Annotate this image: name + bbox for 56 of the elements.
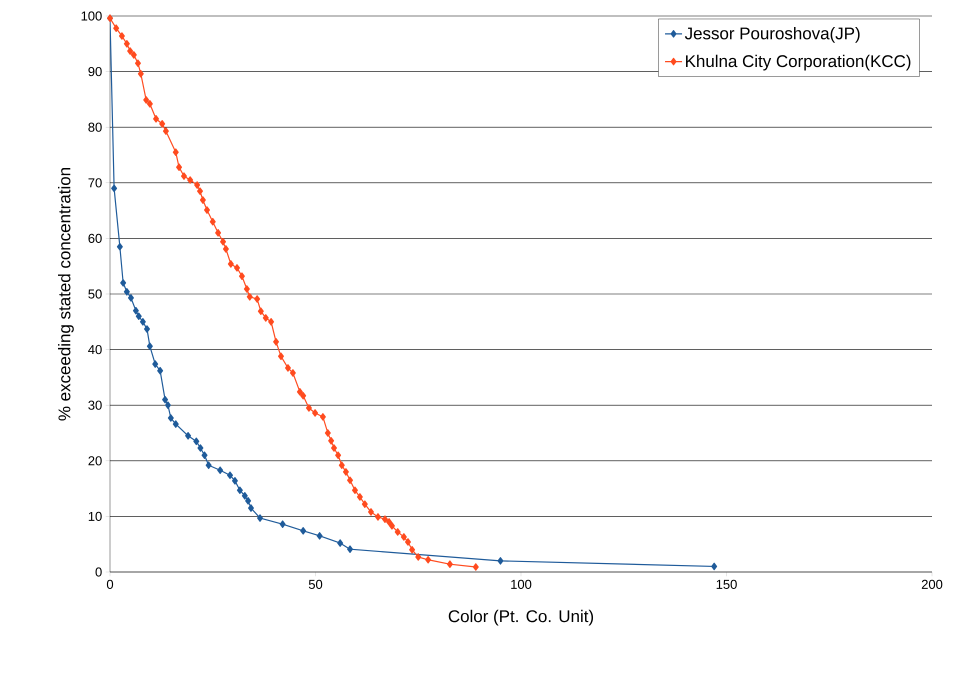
x-tick-label: 200 (922, 580, 942, 589)
legend-label: Jessor Pouroshova(JP) (684, 26, 860, 43)
point (202, 451, 208, 460)
point (152, 360, 158, 368)
point (257, 514, 264, 522)
point (144, 325, 150, 333)
point (236, 486, 243, 494)
legend-label: Khulna City Corporation(KCC) (686, 54, 910, 71)
point (300, 527, 306, 535)
y-tick-label: 50 (88, 289, 102, 299)
point (164, 401, 171, 409)
point (146, 342, 153, 350)
y-tick-label: 0 (96, 567, 102, 577)
point (136, 312, 142, 320)
point (140, 318, 146, 326)
point (128, 294, 134, 302)
point (157, 366, 164, 375)
y-tick-label: 100 (82, 11, 102, 21)
point (217, 466, 224, 474)
y-axis-title: % exceeding stated concentration (58, 168, 74, 420)
y-tick-label: 10 (88, 512, 102, 521)
point (232, 477, 238, 485)
x-tick-label: 0 (106, 580, 114, 589)
point (162, 396, 168, 404)
point (206, 461, 212, 470)
point (172, 420, 179, 428)
y-tick-label: 90 (88, 67, 102, 76)
x-tick-label: 50 (308, 580, 322, 589)
point (124, 288, 130, 296)
point (120, 279, 126, 287)
point (316, 532, 323, 540)
x-tick-label: 150 (716, 580, 737, 589)
point (347, 545, 354, 553)
y-tick-label: 20 (88, 456, 102, 466)
x-tick-label: 100 (511, 580, 532, 589)
y-tick-label: 80 (88, 122, 102, 132)
y-tick-label: 70 (88, 178, 102, 188)
point (227, 471, 234, 480)
point (111, 184, 118, 192)
point (132, 306, 139, 314)
point (193, 438, 200, 446)
y-tick-label: 30 (88, 400, 102, 410)
y-tick-label: 40 (88, 345, 102, 354)
point (280, 520, 286, 528)
y-tick-label: 60 (88, 234, 102, 243)
point (185, 432, 192, 440)
point (168, 414, 174, 422)
point (248, 504, 254, 512)
point (245, 497, 252, 505)
point (337, 539, 344, 547)
point (116, 242, 123, 251)
x-axis-title: Color (Pt. Co. Unit) (448, 610, 594, 626)
point (197, 444, 204, 452)
point (242, 492, 248, 500)
point (497, 557, 504, 565)
point (711, 562, 718, 570)
